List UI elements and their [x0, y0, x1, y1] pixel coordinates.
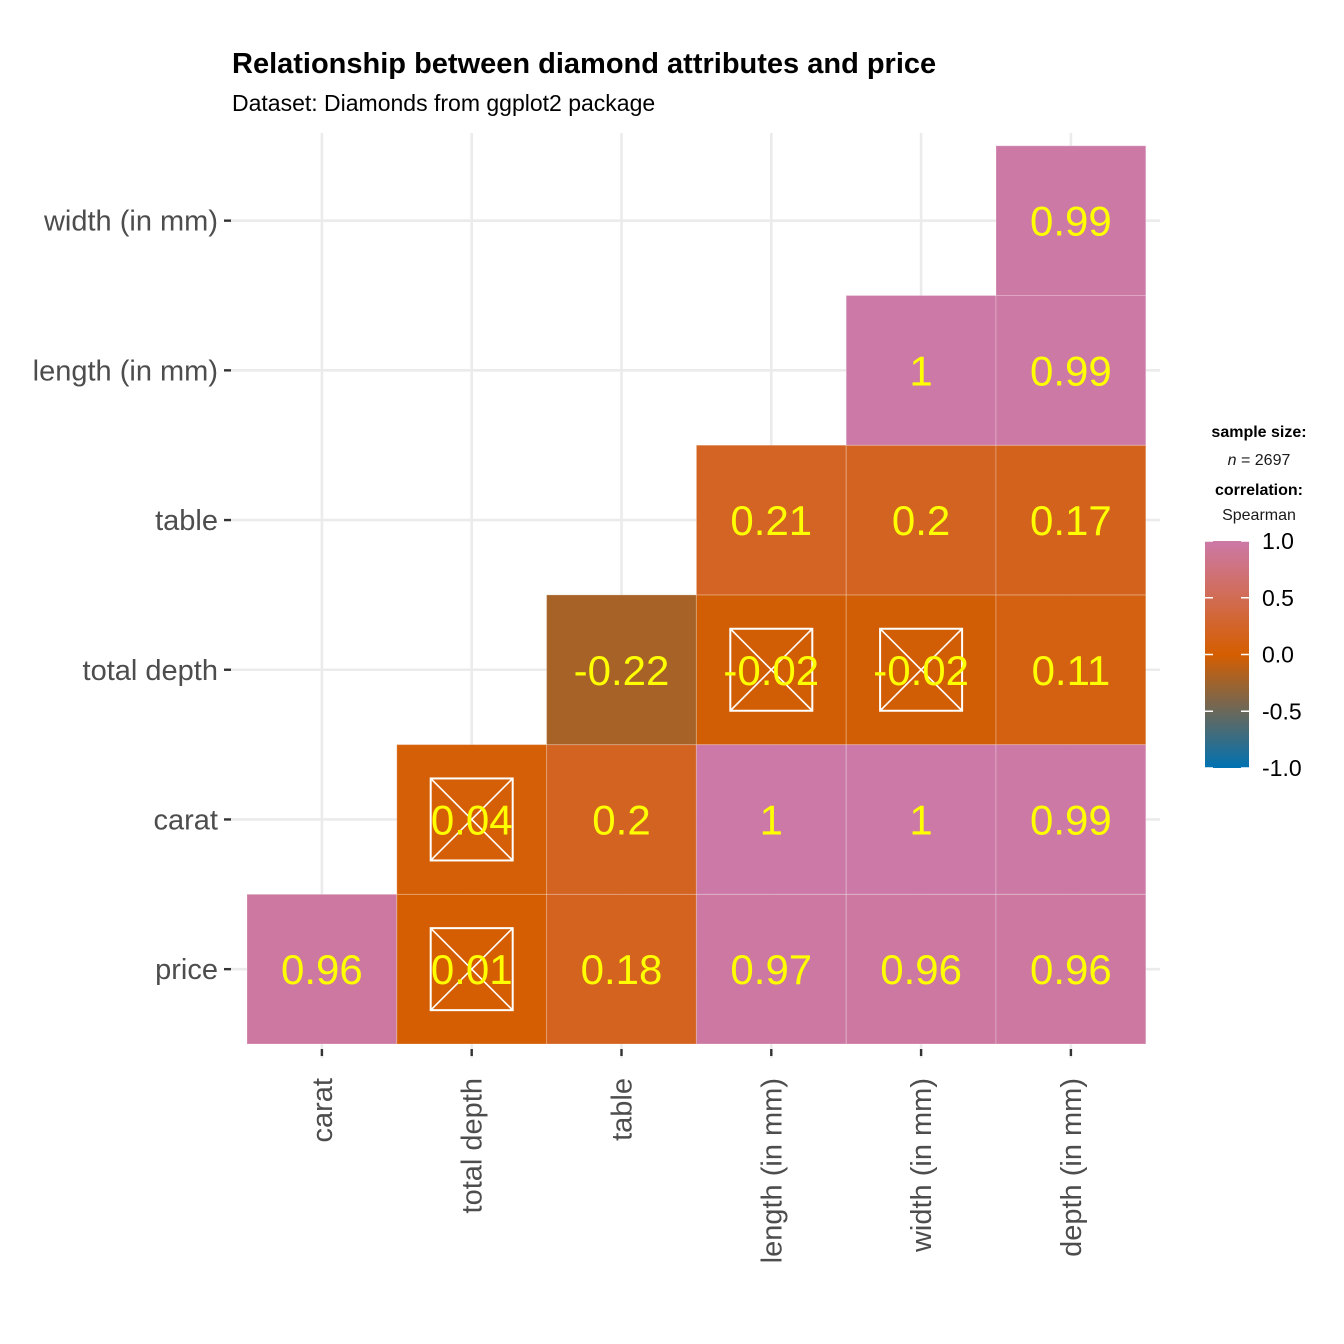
legend-sample-size-value: n = 2697 [1228, 452, 1291, 469]
cell-label-price-carat: 0.96 [281, 946, 363, 993]
cell-price-depth-in-mm [995, 893, 1147, 1045]
cell-label-table-depth-in-mm: 0.17 [1030, 497, 1112, 544]
cell-label-price-length-in-mm: 0.97 [730, 946, 812, 993]
cell-labels: 0.96 0.01 0.18 0.97 0.96 0.960.04 0.2 1 1 0.99-0.… [281, 198, 1112, 1012]
legend-n-symbol: n [1228, 452, 1237, 469]
cell-label-price-total-depth: 0.01 [431, 946, 513, 993]
heatmap-cells [246, 145, 1147, 1045]
cell-price-width-in-mm [845, 893, 997, 1045]
cell-label-price-depth-in-mm: 0.96 [1030, 946, 1112, 993]
cell-label-carat-length-in-mm: 1 [760, 796, 783, 843]
legend-correlation-method: Spearman [1222, 507, 1296, 524]
cell-length-in-mm-width-in-mm [845, 295, 997, 446]
cell-table-width-in-mm [845, 444, 997, 596]
x-tick-label-width-in-mm: width (in mm) [906, 1078, 938, 1253]
legend-n-value: = 2697 [1237, 452, 1291, 469]
cross-mark-carat-total-depth [429, 777, 514, 862]
y-tick-label-carat: carat [154, 804, 218, 836]
y-tick-label-length-in-mm: length (in mm) [33, 355, 218, 387]
cell-label-width-in-mm-depth-in-mm: 0.99 [1030, 198, 1112, 245]
cell-total-depth-table [546, 594, 697, 746]
x-tick-label-total-depth: total depth [457, 1078, 489, 1213]
x-tick-label-length-in-mm: length (in mm) [756, 1078, 788, 1263]
cell-table-depth-in-mm [995, 444, 1147, 596]
cell-label-total-depth-depth-in-mm: 0.11 [1032, 647, 1111, 694]
legend-sample-size-title: sample size: [1211, 424, 1306, 441]
cell-label-length-in-mm-depth-in-mm: 0.99 [1030, 347, 1112, 394]
legend-tick-label-0: 1.0 [1262, 528, 1294, 554]
cell-label-carat-total-depth: 0.04 [431, 796, 513, 843]
cell-width-in-mm-depth-in-mm [995, 145, 1147, 296]
cell-label-table-length-in-mm: 0.21 [730, 497, 812, 544]
cross-mark-total-depth-width-in-mm [879, 627, 964, 712]
x-tick-label-depth-in-mm: depth (in mm) [1056, 1078, 1088, 1257]
axes: price carat total depth table length (in mm)… [33, 206, 1088, 1264]
cell-carat-depth-in-mm [995, 744, 1147, 895]
x-tick-label-table: table [607, 1078, 639, 1141]
y-tick-label-width-in-mm: width (in mm) [43, 206, 218, 238]
cross-mark-total-depth-length-in-mm [729, 627, 814, 712]
cell-price-carat [246, 893, 398, 1045]
cell-label-length-in-mm-width-in-mm: 1 [909, 347, 932, 394]
y-tick-label-total-depth: total depth [83, 655, 218, 687]
cell-length-in-mm-depth-in-mm [995, 295, 1147, 446]
legend-correlation-title: correlation: [1215, 482, 1303, 499]
cell-label-price-table: 0.18 [581, 946, 663, 993]
cell-label-table-width-in-mm: 0.2 [892, 497, 950, 544]
cell-label-carat-depth-in-mm: 0.99 [1030, 796, 1112, 843]
legend-tick-label-3: -0.5 [1262, 698, 1302, 724]
cross-mark-price-total-depth [429, 927, 514, 1012]
cell-label-total-depth-width-in-mm: -0.02 [873, 647, 969, 694]
chart-title: Relationship between diamond attributes … [232, 48, 936, 80]
cell-label-price-width-in-mm: 0.96 [880, 946, 962, 993]
cell-total-depth-depth-in-mm [995, 594, 1147, 746]
legend-tick-label-4: -1.0 [1262, 755, 1302, 781]
x-tick-label-carat: carat [307, 1078, 339, 1142]
cell-label-carat-table: 0.2 [592, 796, 650, 843]
cell-carat-width-in-mm [845, 744, 997, 895]
legend: sample size: n = 2697 correlation: Spear… [1205, 424, 1307, 781]
y-tick-label-table: table [155, 505, 218, 537]
legend-tick-label-2: 0.0 [1262, 642, 1294, 668]
chart-subtitle: Dataset: Diamonds from ggplot2 package [232, 90, 655, 116]
cell-label-carat-width-in-mm: 1 [909, 796, 932, 843]
legend-tick-label-1: 0.5 [1262, 585, 1294, 611]
cell-carat-table [546, 744, 697, 895]
cell-label-total-depth-length-in-mm: -0.02 [723, 647, 819, 694]
cell-table-length-in-mm [695, 444, 847, 596]
cell-label-total-depth-table: -0.22 [574, 647, 670, 694]
y-tick-label-price: price [155, 954, 218, 986]
